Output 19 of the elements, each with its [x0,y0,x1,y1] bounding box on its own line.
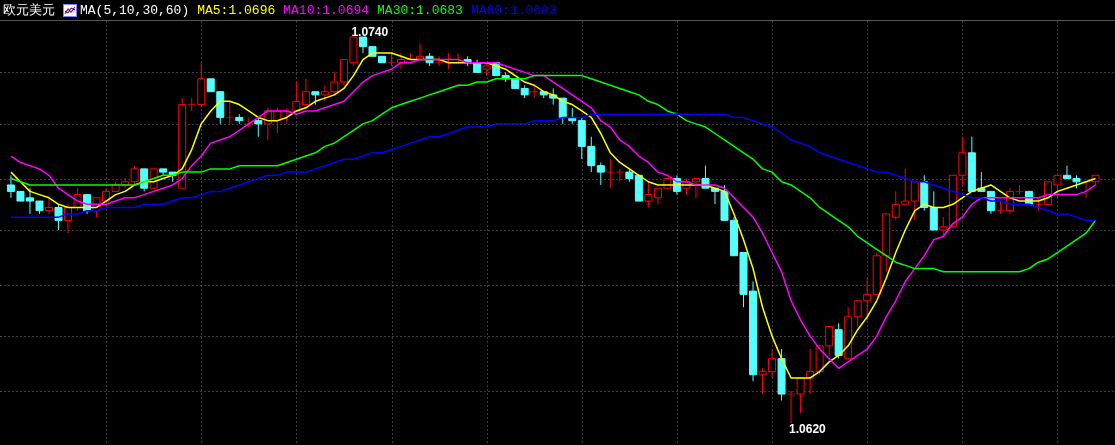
candlestick [225,100,234,125]
candlestick [596,161,605,186]
candlestick [606,158,615,189]
text: MA5:1.0696 [197,2,276,18]
candlestick [435,55,444,67]
chart-title: 欧元美元 [3,1,55,19]
candlestick [615,168,624,183]
candlestick [254,116,263,138]
legend-title: MA(5,10,30,60) [80,2,190,18]
annotation: 1.0740 [351,25,389,39]
text: MA60:1.0683 [470,2,557,18]
candlestick [939,216,948,237]
candlestick [910,181,919,221]
candlestick [929,190,938,231]
text: MA30:1.0683 [377,2,463,18]
candlestick [45,197,53,215]
annotation: 1.0620 [789,422,827,436]
text: MA10:1.0694 [283,2,370,18]
candlestick [558,97,567,125]
